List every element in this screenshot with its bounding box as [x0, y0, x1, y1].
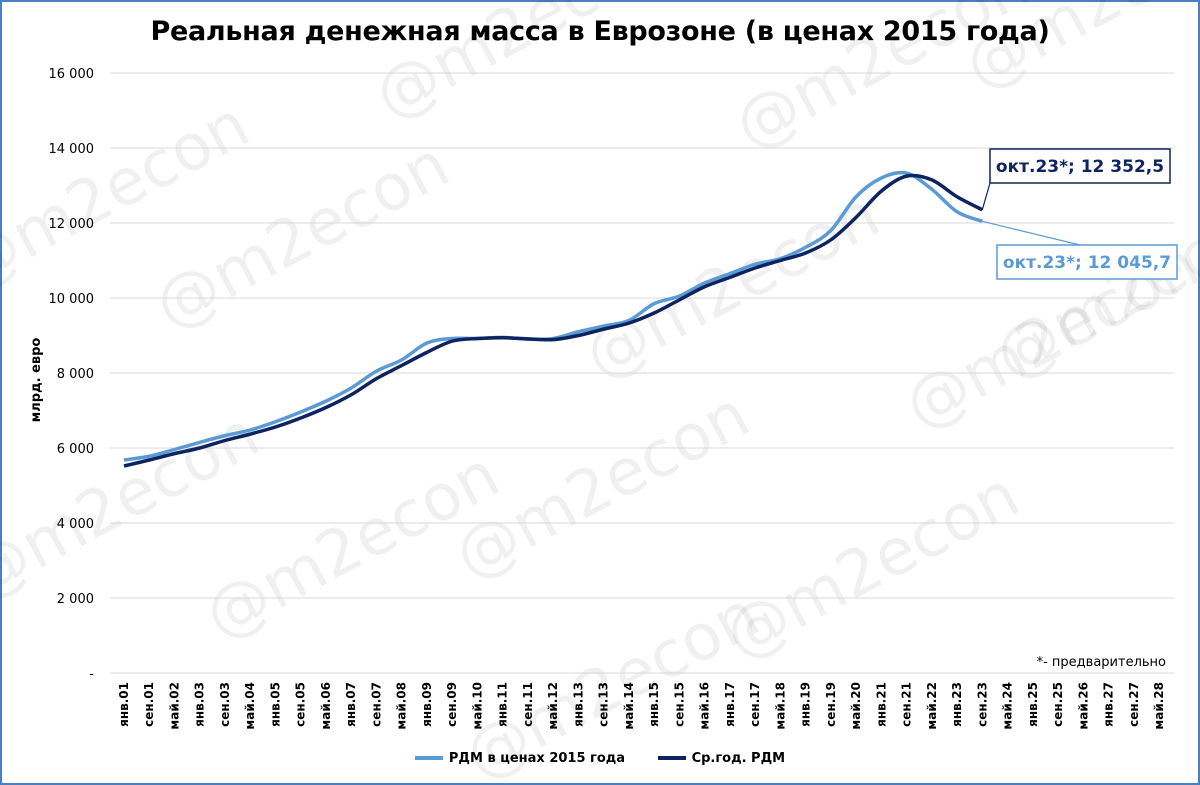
legend: РДМ в ценах 2015 года Ср.год. РДМ	[0, 749, 1200, 766]
x-tick-label: май.10	[470, 682, 484, 730]
x-tick-label: сен.25	[1051, 682, 1065, 727]
y-axis: - 2 000 4 000 6 000 8 000 10 000 12 000 14 000 1…	[49, 67, 95, 682]
y-tick-label: 16 000	[49, 67, 95, 82]
x-tick-label: сен.19	[824, 682, 838, 727]
x-tick-label: май.18	[773, 682, 787, 730]
legend-label-avg: Ср.год. РДМ	[691, 750, 786, 766]
x-tick-label: янв.17	[723, 682, 737, 727]
x-tick-label: май.16	[698, 682, 712, 730]
grid-layer	[110, 72, 1174, 674]
x-tick-label: сен.15	[672, 682, 686, 727]
x-tick-label: май.26	[1076, 682, 1090, 730]
x-tick-label: сен.05	[294, 682, 308, 727]
x-tick-label: янв.07	[344, 682, 358, 727]
x-tick-label: янв.21	[874, 682, 888, 727]
x-tick-label: сен.27	[1127, 682, 1141, 727]
legend-item-avg: Ср.год. РДМ	[657, 750, 786, 766]
annotation-box-1	[996, 244, 1178, 280]
x-tick-label: янв.09	[420, 682, 434, 727]
x-tick-label: май.20	[849, 682, 863, 730]
x-tick-label: янв.13	[571, 682, 585, 727]
y-tick-label: 8 000	[57, 367, 94, 382]
x-tick-label: янв.05	[268, 682, 282, 727]
x-tick-label: сен.03	[218, 682, 232, 727]
legend-label-rdm: РДМ в ценах 2015 года	[448, 750, 626, 766]
x-tick-label: май.02	[167, 682, 181, 730]
x-tick-label: май.24	[1001, 682, 1015, 730]
y-tick-label: 6 000	[57, 442, 94, 457]
x-tick-label: сен.11	[521, 682, 535, 727]
x-tick-label: сен.21	[900, 682, 914, 727]
x-tick-label: янв.03	[193, 682, 207, 727]
x-axis: янв.01 сен.01 май.02 янв.03 сен.03 май.04 янв.…	[117, 682, 1166, 730]
legend-item-rdm: РДМ в ценах 2015 года	[414, 750, 626, 766]
x-tick-label: май.12	[546, 682, 560, 730]
x-tick-label: янв.11	[496, 682, 510, 727]
x-tick-label: май.08	[395, 682, 409, 730]
x-tick-label: май.22	[925, 682, 939, 730]
chart-title: Реальная денежная масса в Еврозоне (в це…	[150, 16, 1050, 47]
x-tick-label: сен.13	[597, 682, 611, 727]
annotation-box-0	[989, 148, 1171, 184]
annotation-label-0: окт.23*; 12 352,5	[996, 157, 1164, 177]
y-tick-label: 4 000	[57, 517, 94, 532]
legend-swatch-avg	[657, 756, 686, 760]
x-tick-label: май.04	[243, 682, 257, 730]
series-layer	[123, 170, 984, 468]
y-tick-label: 14 000	[49, 142, 95, 157]
x-tick-label: янв.23	[950, 682, 964, 727]
annotation-label-1: окт.23*; 12 045,7	[1003, 253, 1171, 273]
x-tick-label: янв.27	[1102, 682, 1116, 727]
series-line-1	[123, 173, 984, 468]
x-tick-label: май.14	[622, 682, 636, 730]
x-tick-label: сен.01	[142, 682, 156, 727]
x-tick-label: янв.25	[1026, 682, 1040, 727]
annotation-layer: окт.23*; 12 352,5 окт.23*; 12 045,7	[981, 148, 1178, 280]
legend-swatch-rdm	[414, 756, 443, 760]
watermark-text-3: @m2econ	[573, 178, 891, 394]
x-tick-label: сен.07	[369, 682, 383, 727]
x-tick-label: янв.01	[117, 682, 131, 727]
y-tick-label: 12 000	[49, 217, 95, 232]
y-tick-label: -	[89, 667, 94, 682]
x-tick-label: янв.15	[647, 682, 661, 727]
y-tick-label: 10 000	[49, 292, 95, 307]
x-tick-label: май.28	[1152, 682, 1166, 730]
x-tick-label: сен.23	[975, 682, 989, 727]
y-tick-label: 2 000	[57, 592, 94, 607]
annotation-leader-1	[982, 220, 1081, 246]
y-axis-label: млрд. евро	[29, 338, 44, 423]
watermark-text-2: @m2econ	[363, 0, 681, 134]
footnote: *- предварительно	[1037, 655, 1166, 670]
x-tick-label: май.06	[319, 682, 333, 730]
annotation-leader-0	[981, 182, 991, 210]
watermark-text-10: @m2econ	[983, 178, 1200, 394]
x-tick-label: янв.19	[799, 682, 813, 727]
x-tick-label: сен.17	[748, 682, 762, 727]
x-tick-label: сен.09	[445, 682, 459, 727]
